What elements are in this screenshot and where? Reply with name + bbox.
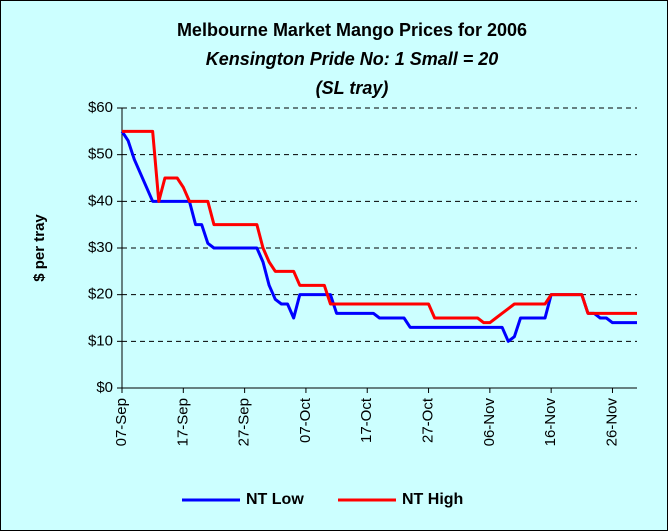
y-tick-label: $10: [88, 332, 113, 349]
y-tick-label: $60: [88, 99, 113, 116]
chart-subtitle: Kensington Pride No: 1 Small = 20: [206, 49, 499, 69]
x-tick-label: 17-Sep: [174, 398, 191, 446]
plot-area: [122, 108, 637, 388]
x-tick-label: 07-Sep: [113, 398, 130, 446]
y-tick-label: $30: [88, 239, 113, 256]
x-tick-label: 06-Nov: [481, 398, 498, 447]
chart-title: Melbourne Market Mango Prices for 2006: [177, 20, 527, 40]
legend-label: NT Low: [246, 491, 304, 508]
x-tick-label: 17-Oct: [358, 397, 375, 443]
x-tick-label: 26-Nov: [603, 398, 620, 447]
legend-label: NT High: [402, 491, 463, 508]
x-tick-label: 16-Nov: [542, 398, 559, 447]
chart-subtitle: (SL tray): [316, 78, 389, 98]
y-tick-label: $0: [96, 379, 113, 396]
y-tick-label: $20: [88, 286, 113, 303]
x-tick-label: 07-Oct: [297, 397, 314, 443]
y-tick-label: $40: [88, 192, 113, 209]
line-series: [122, 129, 637, 325]
x-tick-label: 27-Sep: [236, 398, 253, 446]
x-tick-label: 27-Oct: [420, 397, 437, 443]
y-axis-title: $ per tray: [31, 214, 48, 282]
y-tick-label: $50: [88, 146, 113, 163]
